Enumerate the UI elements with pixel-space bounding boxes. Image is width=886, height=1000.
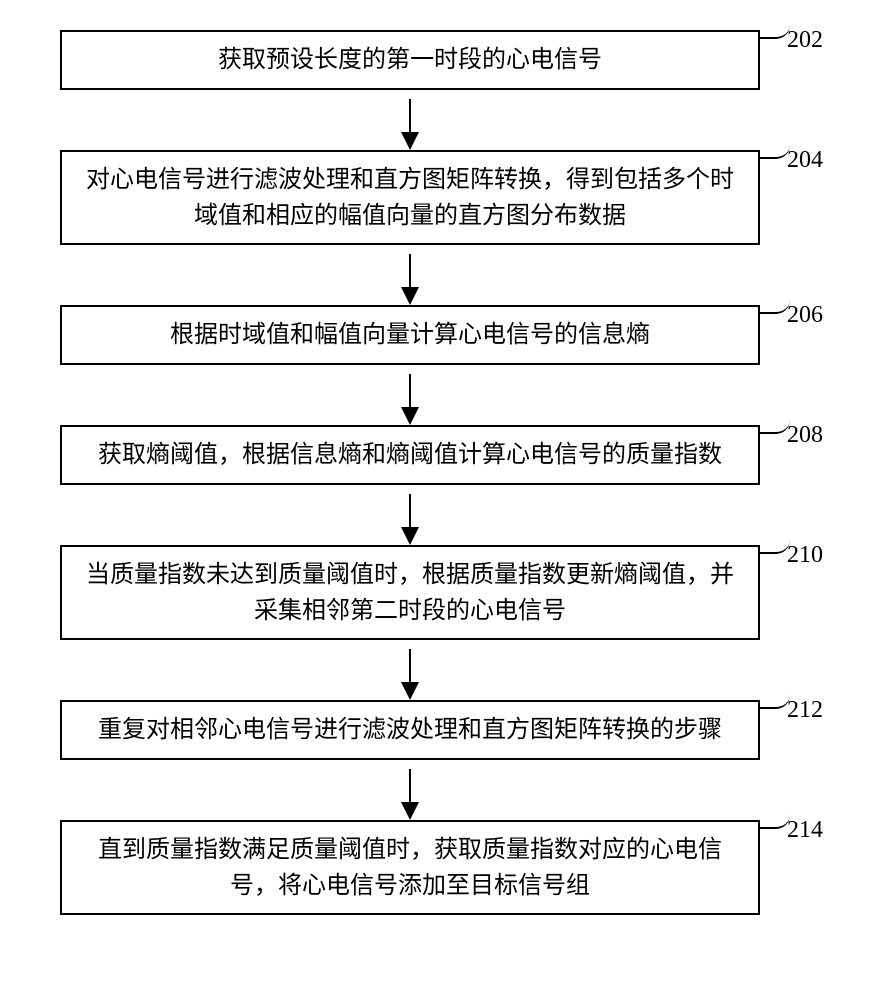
arrow — [60, 640, 760, 700]
step-label: 204 — [787, 147, 823, 174]
arrow — [60, 485, 760, 545]
step-text: 对心电信号进行滤波处理和直方图矩阵转换，得到包括多个时域值和相应的幅值向量的直方… — [82, 162, 738, 234]
label-connector — [760, 540, 790, 554]
step-text: 获取熵阈值，根据信息熵和熵阈值计算心电信号的质量指数 — [98, 437, 722, 473]
label-connector — [760, 300, 790, 314]
step-text: 直到质量指数满足质量阈值时，获取质量指数对应的心电信号，将心电信号添加至目标信号… — [82, 832, 738, 904]
step-label: 214 — [787, 817, 823, 844]
arrow — [60, 365, 760, 425]
label-connector — [760, 145, 790, 159]
arrow — [60, 245, 760, 305]
step-text: 当质量指数未达到质量阈值时，根据质量指数更新熵阈值，并采集相邻第二时段的心电信号 — [82, 557, 738, 629]
step-box-204: 204 对心电信号进行滤波处理和直方图矩阵转换，得到包括多个时域值和相应的幅值向… — [60, 150, 760, 245]
step-text: 获取预设长度的第一时段的心电信号 — [218, 42, 602, 78]
flowchart-container: 202 获取预设长度的第一时段的心电信号 204 对心电信号进行滤波处理和直方图… — [60, 30, 830, 915]
step-label: 210 — [787, 542, 823, 569]
label-connector — [760, 420, 790, 434]
step-box-208: 208 获取熵阈值，根据信息熵和熵阈值计算心电信号的质量指数 — [60, 425, 760, 485]
step-box-206: 206 根据时域值和幅值向量计算心电信号的信息熵 — [60, 305, 760, 365]
step-text: 根据时域值和幅值向量计算心电信号的信息熵 — [170, 317, 650, 353]
label-connector — [760, 25, 790, 39]
arrow — [60, 90, 760, 150]
step-box-202: 202 获取预设长度的第一时段的心电信号 — [60, 30, 760, 90]
step-box-214: 214 直到质量指数满足质量阈值时，获取质量指数对应的心电信号，将心电信号添加至… — [60, 820, 760, 915]
arrow — [60, 760, 760, 820]
step-text: 重复对相邻心电信号进行滤波处理和直方图矩阵转换的步骤 — [98, 712, 722, 748]
step-label: 208 — [787, 422, 823, 449]
step-label: 202 — [787, 27, 823, 54]
step-label: 212 — [787, 697, 823, 724]
label-connector — [760, 695, 790, 709]
label-connector — [760, 815, 790, 829]
step-label: 206 — [787, 302, 823, 329]
step-box-210: 210 当质量指数未达到质量阈值时，根据质量指数更新熵阈值，并采集相邻第二时段的… — [60, 545, 760, 640]
step-box-212: 212 重复对相邻心电信号进行滤波处理和直方图矩阵转换的步骤 — [60, 700, 760, 760]
